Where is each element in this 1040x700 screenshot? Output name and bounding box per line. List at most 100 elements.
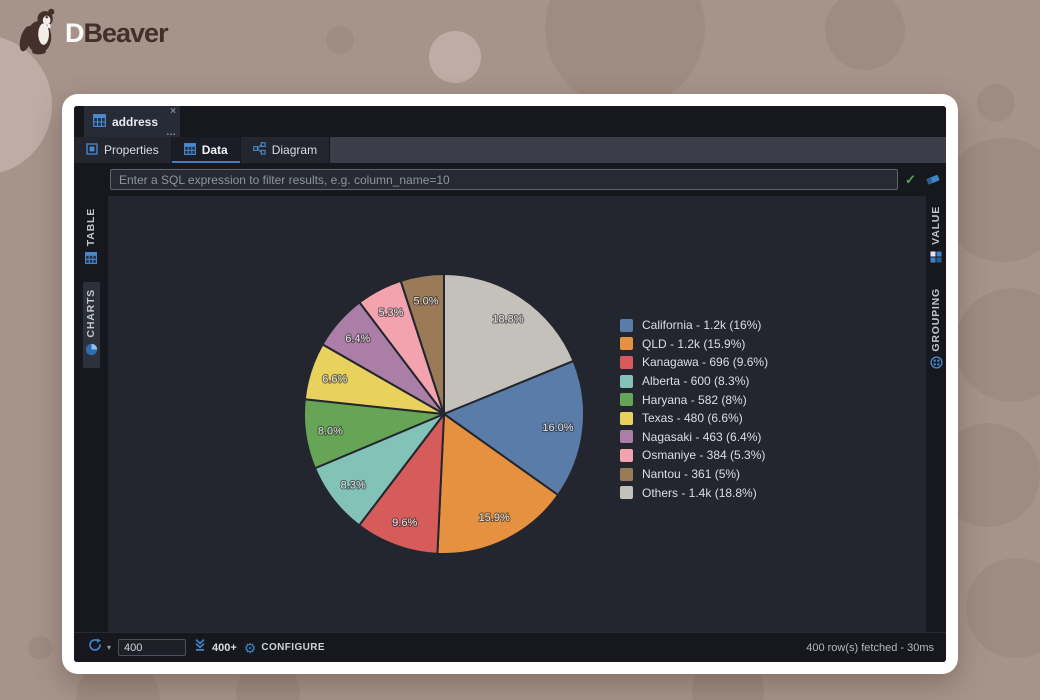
legend-item-others[interactable]: Others - 1.4k (18.8%) [620,483,768,502]
legend-swatch [620,337,633,351]
dbeaver-app: address × … Properties [74,106,946,662]
legend-label: Haryana - 582 (8%) [642,392,747,407]
apply-filter-check-icon[interactable]: ✓ [905,172,916,187]
sidebar-tab-value[interactable]: VALUE [929,201,943,273]
legend-swatch [620,318,633,332]
editor-tab-address[interactable]: address × … [84,106,181,138]
app-window: address × … Properties [62,94,958,674]
tab-properties[interactable]: Properties [74,137,172,163]
pie-slice-qld[interactable] [436,412,560,555]
fetch-status-text: 400 row(s) fetched - 30ms [806,641,934,654]
legend-item-nantou[interactable]: Nantou - 361 (5%) [620,465,768,484]
legend-item-nagasaki[interactable]: Nagasaki - 463 (6.4%) [620,428,768,447]
pie-slice-kanagawa[interactable] [357,410,446,555]
table-icon [93,113,106,130]
editor-tab-label: address [112,114,159,129]
legend-item-alberta[interactable]: Alberta - 600 (8.3%) [620,372,768,391]
sidebar-tab-grouping[interactable]: GROUPING [929,283,944,380]
diagram-icon [252,142,266,158]
legend-label: Kanagawa - 696 (9.6%) [642,355,769,370]
tab-overflow-icon[interactable]: … [166,127,177,138]
pie-slice-others[interactable] [443,272,575,416]
row-limit-input[interactable] [118,639,187,656]
legend-swatch [620,430,633,444]
background-circle [326,26,354,54]
view-tabbar: Properties Data [74,137,946,163]
legend-swatch [620,393,633,407]
dbeaver-wordmark: D Beaver [65,18,169,48]
pie-slice-percent-label: 5.3% [378,307,403,319]
tab-data[interactable]: Data [171,137,241,163]
legend-item-osmaniye[interactable]: Osmaniye - 384 (5.3%) [620,446,768,465]
pie-slice-percent-label: 8.3% [341,479,366,491]
legend-label: QLD - 1.2k (15.9%) [642,336,746,351]
background-circle [825,0,905,70]
chart-legend: California - 1.2k (16%) QLD - 1.2k (15.9%… [620,316,768,502]
right-sidebar: VALUE GROUPING [926,196,946,632]
table-icon [183,142,196,158]
dbeaver-beaver-icon [16,6,62,61]
grouping-icon [929,356,943,374]
legend-item-kanagawa[interactable]: Kanagawa - 696 (9.6%) [620,353,768,372]
legend-swatch [620,374,633,388]
properties-icon [86,142,98,158]
left-sidebar: TABLE CHARTS [74,196,108,632]
pie-slice-percent-label: 15.9% [479,512,510,524]
legend-item-texas[interactable]: Texas - 480 (6.6%) [620,409,768,428]
tab-diagram[interactable]: Diagram [240,137,331,163]
refresh-button[interactable]: ▾ [88,638,111,657]
sql-filter-input[interactable] [110,169,898,190]
pie-slice-california[interactable] [441,359,585,497]
legend-swatch [620,355,633,369]
clear-filter-eraser-icon[interactable] [925,173,942,186]
chevron-down-icon[interactable]: ▾ [107,642,112,652]
legend-label: Nagasaki - 463 (6.4%) [642,429,762,444]
gear-icon: ⚙ [243,639,257,656]
refresh-icon [88,638,102,657]
sidebar-tab-label: CHARTS [85,289,97,338]
legend-label: Osmaniye - 384 (5.3%) [642,448,766,463]
legend-label: Alberta - 600 (8.3%) [642,374,750,389]
fetch-more-button[interactable]: 400+ [193,638,237,657]
background-circle [545,0,705,108]
status-bar: ▾ 400+ ⚙ CONFIGURE 400 row(s) fetched - … [74,632,946,662]
table-icon [85,251,97,269]
legend-swatch [620,467,633,481]
background-circle [977,84,1015,122]
close-icon[interactable]: × [170,106,177,117]
pie-chart-icon [85,343,98,361]
legend-label: Nantou - 361 (5%) [642,467,741,482]
pie-slice-percent-label: 8.0% [318,426,343,438]
pie-chart: 18.8% 16.0% 15.9% 9.6% 8.3% 8.0% 6.6% 6.4% 5.3% 5… [303,272,585,555]
background-circle [28,636,52,660]
sidebar-tab-label: VALUE [930,206,942,245]
legend-item-california[interactable]: California - 1.2k (16%) [620,316,768,335]
pie-slice-nantou[interactable] [399,272,445,415]
legend-label: California - 1.2k (16%) [642,318,762,333]
pie-slice-percent-label: 9.6% [392,517,417,529]
configure-label: CONFIGURE [261,642,325,653]
pie-slice-percent-label: 16.0% [542,422,573,434]
value-chart-icon [930,250,942,268]
chart-panel: 18.8% 16.0% 15.9% 9.6% 8.3% 8.0% 6.6% 6.4% 5.3% 5… [108,196,926,632]
fetch-more-icon [193,638,207,657]
tab-label: Diagram [271,143,318,157]
legend-swatch [620,486,633,500]
sidebar-tab-charts[interactable]: CHARTS [82,282,100,368]
legend-item-qld[interactable]: QLD - 1.2k (15.9%) [620,335,768,354]
dbeaver-logo: D Beaver [16,6,169,61]
pie-slice-percent-label: 18.8% [492,314,523,326]
fetch-more-label: 400+ [212,641,237,654]
background-circle [429,31,481,83]
pie-slice-percent-label: 6.4% [345,333,370,345]
sidebar-tab-table[interactable]: TABLE [83,201,99,276]
legend-item-haryana[interactable]: Haryana - 582 (8%) [620,390,768,409]
pie-slice-percent-label: 5.0% [413,296,438,308]
configure-button[interactable]: ⚙ CONFIGURE [244,641,325,655]
filter-bar: ✓ [74,163,946,196]
legend-label: Others - 1.4k (18.8%) [642,485,757,500]
legend-label: Texas - 480 (6.6%) [642,411,743,426]
background-circle [966,558,1040,658]
sidebar-tab-label: TABLE [85,208,97,247]
editor-tabbar: address × … [74,106,946,138]
